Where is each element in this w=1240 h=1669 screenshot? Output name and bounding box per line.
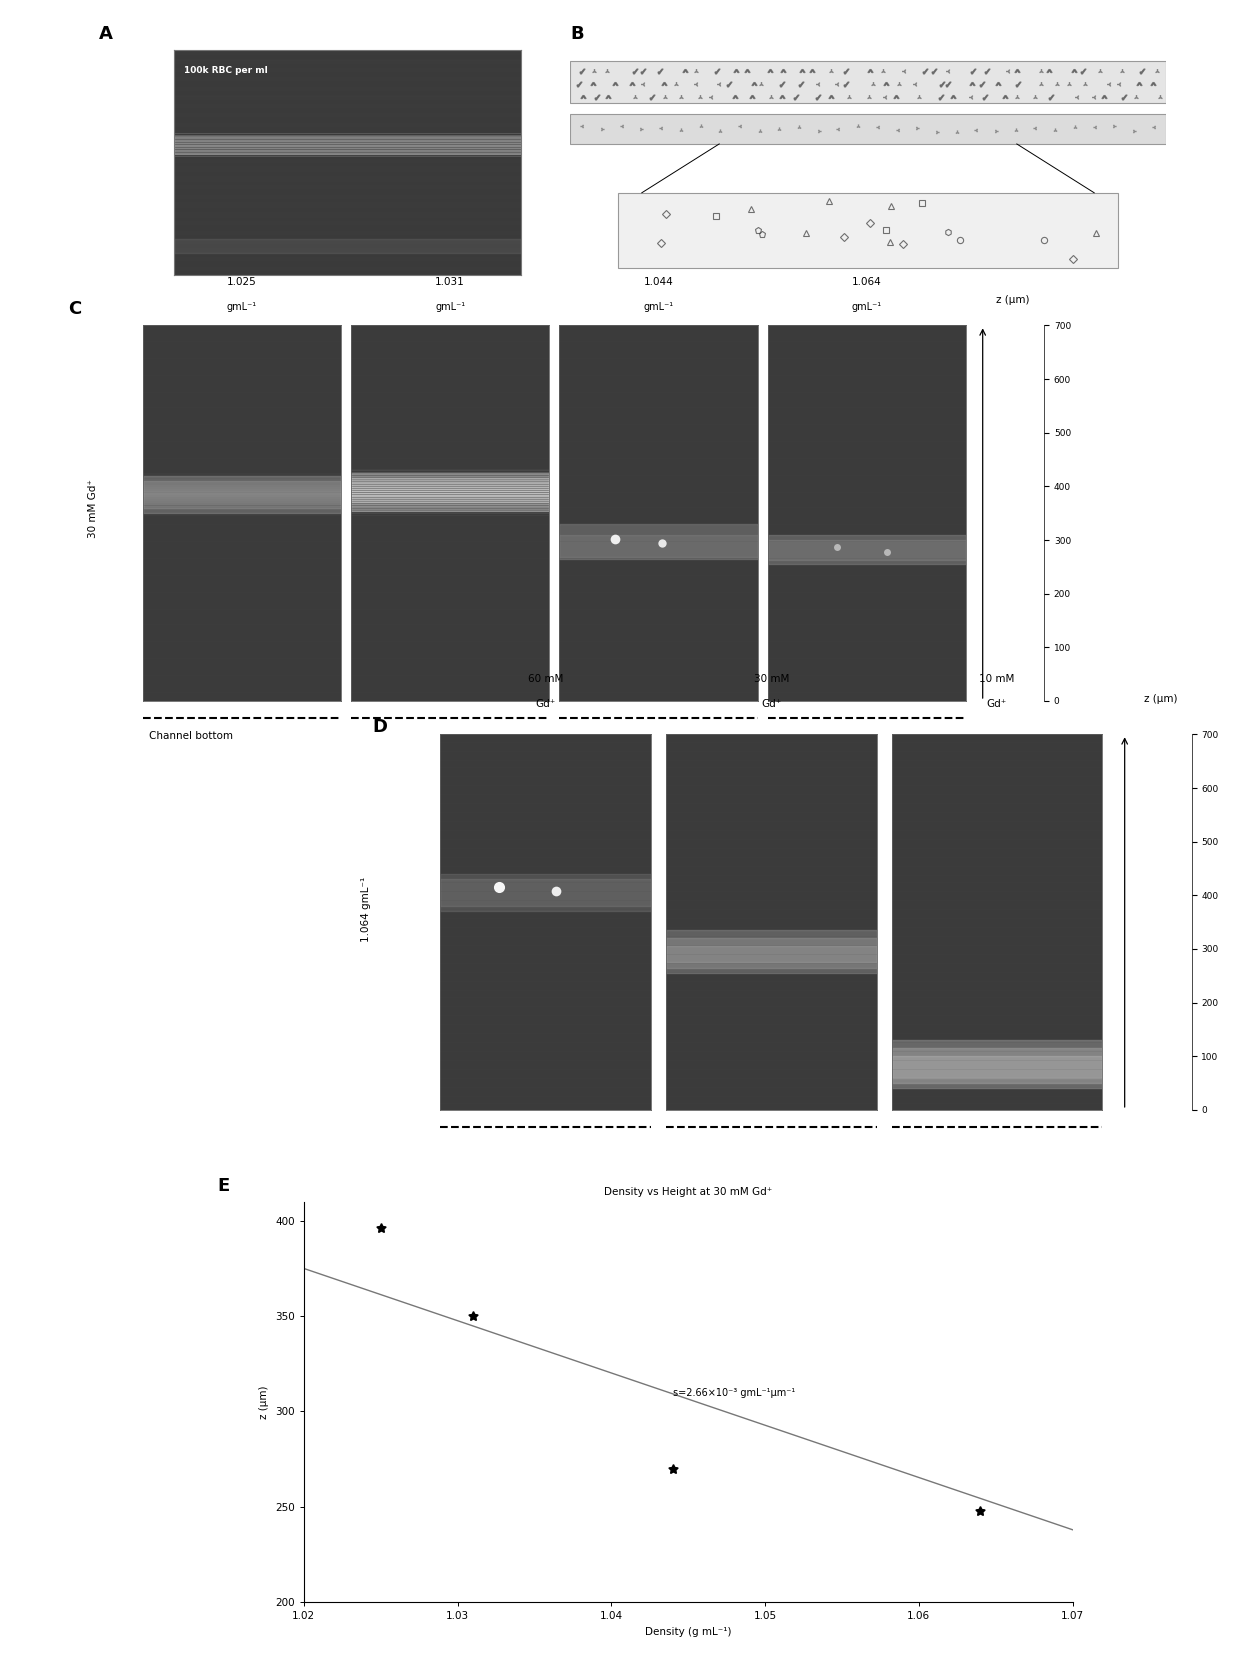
Text: 1.064: 1.064 [852,277,882,287]
Bar [351,479,549,502]
Bar [892,1040,1102,1088]
Text: B: B [570,25,584,43]
Bar [174,239,521,252]
Bar [618,192,1118,267]
Text: E: E [217,1177,229,1195]
Text: z (μm): z (μm) [1143,694,1178,704]
Bar [174,135,521,154]
Y-axis label: z (μm): z (μm) [259,1385,269,1419]
Bar [351,472,549,511]
Text: z (μm): z (μm) [996,295,1030,305]
Text: gmL⁻¹: gmL⁻¹ [644,302,673,312]
Bar [143,481,341,507]
Text: s=2.66×10⁻³ gmL⁻¹μm⁻¹: s=2.66×10⁻³ gmL⁻¹μm⁻¹ [673,1389,795,1399]
Text: 30 mM: 30 mM [754,674,789,684]
Bar [666,946,877,963]
Bar [440,880,651,906]
Bar [768,534,966,564]
Text: Channel bottom: Channel bottom [149,731,233,741]
Bar [570,113,1166,144]
Bar [559,524,758,559]
Text: C: C [68,300,82,319]
Text: gmL⁻¹: gmL⁻¹ [435,302,465,312]
Bar [559,534,758,557]
Text: Gd⁺: Gd⁺ [536,699,556,709]
Text: 60 mM: 60 mM [528,674,563,684]
Text: Gd⁺: Gd⁺ [987,699,1007,709]
Bar [143,476,341,514]
Text: 1.064 gmL⁻¹: 1.064 gmL⁻¹ [361,876,371,943]
Bar [666,938,877,968]
Bar [440,875,651,911]
Bar [666,930,877,973]
Text: 10 mM: 10 mM [980,674,1014,684]
Text: gmL⁻¹: gmL⁻¹ [227,302,257,312]
X-axis label: Density (g mL⁻¹): Density (g mL⁻¹) [645,1627,732,1637]
Bar [570,62,1166,103]
Text: 1.044: 1.044 [644,277,673,287]
Text: gmL⁻¹: gmL⁻¹ [852,302,882,312]
Text: D: D [372,718,387,736]
Text: 1.025: 1.025 [227,277,257,287]
Text: 30 mM Gd⁺: 30 mM Gd⁺ [88,479,98,539]
Text: A: A [99,25,113,43]
Bar [768,541,966,561]
Title: Density vs Height at 30 mM Gd⁺: Density vs Height at 30 mM Gd⁺ [604,1187,773,1197]
Bar [892,1048,1102,1083]
Bar [892,1056,1102,1078]
Text: 1.031: 1.031 [435,277,465,287]
Text: 100k RBC per ml: 100k RBC per ml [184,65,268,75]
Text: Gd⁺: Gd⁺ [761,699,781,709]
